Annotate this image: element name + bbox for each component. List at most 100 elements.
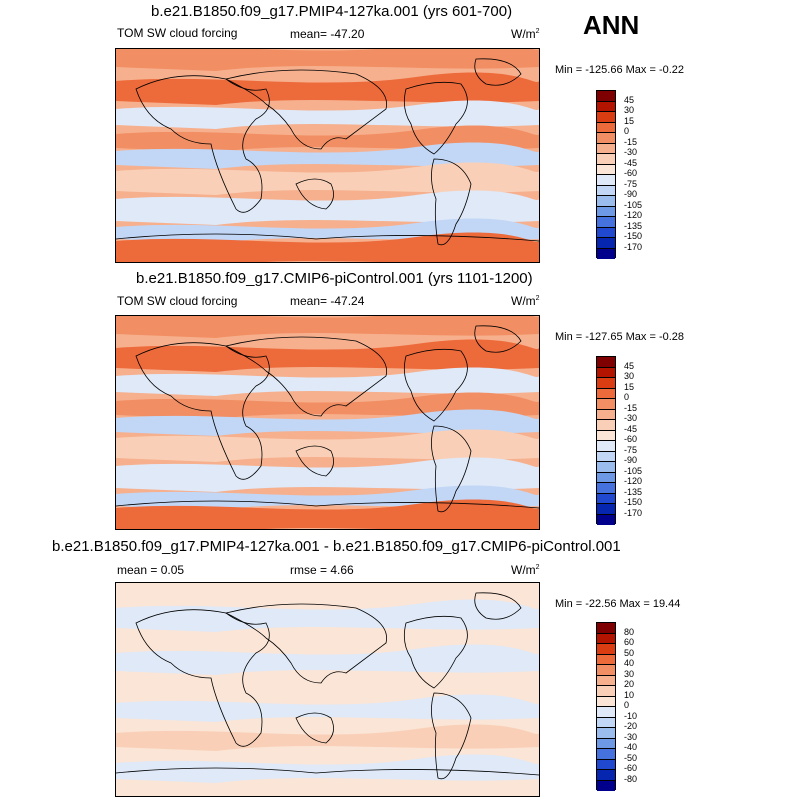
colorbar-tick-label: 20 [624, 679, 635, 689]
field-band [116, 499, 539, 529]
field-band [116, 162, 539, 195]
colorbar-swatch [597, 122, 615, 133]
panel2-variable: TOM SW cloud forcing [117, 294, 238, 308]
panel2-colorbar [596, 356, 616, 525]
coastline [431, 692, 472, 780]
coastline [116, 767, 539, 776]
colorbar-tick-label: -135 [624, 220, 643, 231]
colorbar-tick-label: -120 [624, 210, 643, 220]
colorbar-swatch [597, 206, 615, 217]
colorbar-tick-label: -15 [624, 402, 638, 413]
colorbar-swatch [597, 717, 615, 728]
coastline [135, 75, 270, 213]
panel1-units: W/m2 [511, 27, 540, 41]
field-band [116, 724, 539, 751]
colorbar-tick-label: -105 [624, 465, 643, 476]
coastline [295, 178, 334, 210]
colorbar-tick-label: 80 [624, 626, 635, 637]
coastline [403, 81, 468, 155]
panel3-title: b.e21.B1850.f09_g17.PMIP4-127ka.001 - b.… [52, 538, 621, 555]
colorbar-swatch [597, 780, 615, 791]
coastline [135, 609, 270, 747]
colorbar-swatch [597, 738, 615, 749]
coastline [431, 158, 472, 246]
colorbar-swatch [597, 238, 615, 249]
colorbar-swatch [597, 420, 615, 431]
colorbar-tick-label: -170 [624, 507, 643, 518]
colorbar-tick-label: -30 [624, 147, 638, 157]
coastline [403, 615, 468, 689]
colorbar-tick-label: -15 [624, 136, 638, 147]
colorbar-tick-label: 0 [624, 700, 630, 710]
coastline [403, 348, 468, 422]
colorbar-swatch [597, 472, 615, 483]
colorbar-tick-label: 10 [624, 689, 635, 700]
colorbar-swatch [597, 749, 615, 760]
coastline [431, 425, 472, 513]
colorbar-tick-label: -90 [624, 189, 638, 199]
colorbar-tick-label: -120 [624, 476, 643, 486]
colorbar-tick-label: -30 [624, 413, 638, 423]
coastline [474, 592, 522, 620]
colorbar-swatch [597, 143, 615, 154]
colorbar-tick-label: -10 [624, 710, 638, 721]
field-band [116, 316, 539, 338]
panel1-variable: TOM SW cloud forcing [117, 26, 238, 40]
panel1-mean: mean= -47.20 [290, 27, 365, 41]
coastline [474, 325, 522, 353]
colorbar-swatch [597, 644, 615, 655]
coastline [295, 712, 334, 744]
field-band [116, 49, 539, 71]
colorbar-swatch [597, 367, 615, 378]
colorbar-tick-label: 15 [624, 115, 635, 126]
panel1-colorbar [596, 90, 616, 259]
panel2-mean: mean= -47.24 [290, 294, 365, 308]
colorbar-tick-label: -60 [624, 168, 638, 178]
panel2-units: W/m2 [511, 294, 540, 308]
season-label: ANN [583, 10, 640, 40]
field-band [116, 644, 539, 675]
colorbar-tick-label: -60 [624, 763, 638, 773]
colorbar-tick-label: -105 [624, 199, 643, 210]
colorbar-tick-label: -150 [624, 497, 643, 507]
colorbar-swatch [597, 686, 615, 697]
colorbar-swatch [597, 217, 615, 228]
colorbar-swatch [597, 101, 615, 112]
colorbar-swatch [597, 357, 615, 368]
colorbar-tick-label: -75 [624, 178, 638, 189]
colorbar-swatch [597, 164, 615, 175]
colorbar-swatch [597, 504, 615, 515]
colorbar-swatch [597, 430, 615, 441]
colorbar-tick-label: 15 [624, 381, 635, 392]
field-band [116, 754, 539, 783]
panel2-minmax: Min = -127.65 Max = -0.28 [555, 331, 685, 343]
panel1-map [115, 48, 540, 263]
colorbar-swatch [597, 623, 615, 634]
colorbar-tick-label: 45 [624, 94, 635, 105]
colorbar-tick-label: -75 [624, 444, 638, 455]
panel3-units: W/m2 [511, 563, 540, 577]
colorbar-tick-label: -45 [624, 157, 638, 168]
colorbar-tick-label: -20 [624, 721, 638, 731]
field-band [116, 599, 539, 632]
colorbar-swatch [597, 493, 615, 504]
colorbar-tick-label: 40 [624, 658, 635, 668]
colorbar-swatch [597, 654, 615, 665]
colorbar-tick-label: 60 [624, 637, 635, 647]
colorbar-swatch [597, 451, 615, 462]
colorbar-swatch [597, 133, 615, 144]
colorbar-swatch [597, 759, 615, 770]
field-band [116, 339, 539, 372]
panel3-map [115, 582, 540, 797]
colorbar-tick-label: -170 [624, 241, 643, 252]
colorbar-tick-label: -90 [624, 455, 638, 465]
colorbar-tick-label: 0 [624, 392, 630, 402]
field-band [116, 232, 539, 262]
coastline [116, 233, 539, 242]
colorbar-swatch [597, 248, 615, 259]
colorbar-tick-label: -80 [624, 773, 638, 784]
colorbar-tick-label: -45 [624, 423, 638, 434]
colorbar-tick-label: 50 [624, 647, 635, 658]
coastline [224, 336, 388, 417]
colorbar-tick-label: 30 [624, 668, 635, 679]
